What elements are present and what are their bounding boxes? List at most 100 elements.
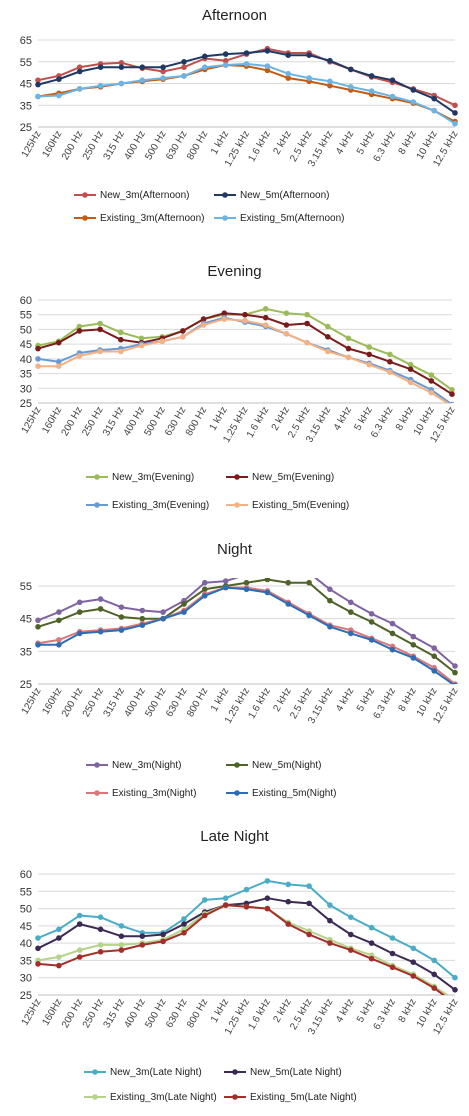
legend-marker [222, 192, 228, 198]
data-point [202, 64, 208, 70]
legend-marker [234, 474, 240, 480]
legend-marker [232, 1069, 238, 1075]
data-point [452, 974, 458, 981]
legend-marker [94, 762, 100, 768]
data-point [431, 645, 438, 651]
data-point [160, 68, 166, 75]
data-point [56, 617, 62, 624]
data-point [431, 985, 438, 991]
data-point [452, 102, 458, 109]
legend-label: New_3m(Evening) [112, 472, 194, 483]
legend-item: New_3m(Late Night) [84, 1067, 202, 1078]
legend-label: Existing_5m(Night) [252, 788, 336, 799]
y-tick-label: 25 [20, 122, 32, 134]
legend-label: New_5m(Night) [252, 760, 321, 771]
data-point [285, 70, 292, 77]
data-point [283, 322, 290, 328]
data-point [118, 348, 124, 355]
data-point [348, 947, 354, 953]
data-point [118, 942, 125, 948]
data-point [97, 326, 103, 333]
data-point [221, 316, 228, 322]
data-point [389, 620, 396, 627]
data-point [428, 372, 435, 378]
data-point [222, 51, 229, 57]
data-point [180, 334, 186, 340]
data-point [222, 902, 229, 908]
legend-item: Existing_5m(Late Night) [224, 1092, 357, 1103]
legend-label: New_3m(Late Night) [110, 1067, 202, 1078]
data-point [181, 609, 187, 615]
data-point [325, 348, 331, 355]
data-point [327, 902, 333, 908]
data-point [97, 606, 104, 612]
data-point [306, 75, 312, 81]
legend-item: New_3m(Evening) [86, 472, 194, 483]
y-tick-label: 55 [20, 581, 32, 593]
data-point [410, 642, 417, 648]
data-point [244, 572, 250, 578]
data-point [76, 912, 83, 919]
data-point [410, 99, 417, 105]
data-point [221, 310, 228, 316]
legend-marker [92, 1069, 98, 1075]
x-tick-label: 4 kHz [334, 686, 356, 714]
data-point [56, 962, 62, 969]
x-tick-label: 800 Hz [184, 405, 209, 438]
data-point [449, 391, 455, 397]
chart-svg: Late Night2530354045505560125Hz160Hz200 … [20, 828, 461, 1103]
data-point [55, 359, 62, 365]
data-point [35, 356, 41, 362]
y-tick-label: 60 [20, 295, 32, 307]
data-point [56, 637, 62, 643]
legend-item: Existing_3m(Late Night) [84, 1092, 217, 1103]
data-point [160, 938, 166, 945]
data-point [56, 954, 62, 960]
legend-label: Existing_3m(Night) [112, 788, 196, 799]
data-point [327, 917, 333, 924]
data-point [35, 945, 41, 952]
data-point [368, 940, 375, 946]
data-point [348, 931, 354, 938]
legend-item: New_5m(Evening) [226, 472, 334, 483]
data-point [118, 947, 125, 953]
data-point [35, 642, 41, 648]
legend-label: Existing_5m(Evening) [252, 500, 349, 511]
y-tick-label: 30 [20, 383, 32, 395]
data-point [304, 339, 310, 346]
data-point [285, 52, 292, 58]
data-point [138, 335, 145, 342]
data-point [348, 84, 354, 90]
legend-marker [234, 762, 240, 768]
x-tick-label: 800 Hz [185, 997, 210, 1030]
data-point [56, 92, 62, 99]
data-point [160, 75, 166, 81]
data-point [348, 66, 354, 73]
data-point [285, 921, 292, 927]
data-point [285, 898, 292, 905]
data-point [76, 68, 83, 75]
data-point [97, 628, 104, 635]
y-tick-label: 35 [20, 646, 32, 658]
data-point [139, 77, 146, 83]
legend-label: New_3m(Afternoon) [100, 190, 189, 201]
data-point [407, 361, 414, 368]
chart-title: Afternoon [202, 7, 267, 24]
data-point [345, 354, 352, 361]
data-point [97, 320, 103, 327]
y-tick-label: 25 [20, 398, 32, 410]
data-point [389, 93, 396, 100]
data-point [118, 923, 125, 929]
data-point [55, 339, 62, 346]
legend-marker [234, 502, 240, 508]
chart-panel-3: Late Night 25 30 35 40 45 50 55 60 125Hz 160Hz 200 … [0, 823, 469, 1111]
legend-label: New_3m(Night) [112, 760, 181, 771]
chart-panel-0: Afternoon 25 35 45 55 65 125Hz 160Hz 200 Hz 250 H… [0, 0, 469, 248]
series-3 [35, 61, 458, 127]
data-point [181, 601, 187, 607]
data-point [431, 957, 438, 964]
data-point [345, 345, 352, 352]
data-point [431, 653, 438, 659]
data-point [304, 311, 310, 318]
legend-item: New_5m(Afternoon) [214, 190, 329, 201]
